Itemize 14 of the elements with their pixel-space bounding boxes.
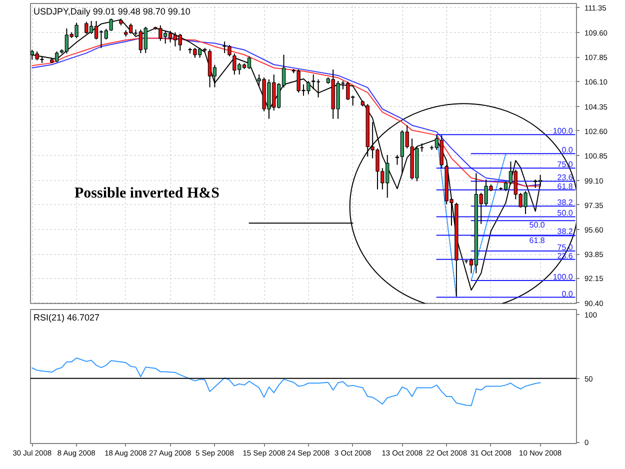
series-label: 61.8 [529,236,546,245]
series-label: 0.0 [562,289,574,298]
series-label: 61.8 [557,182,574,191]
chart-title: RSI(21) 46.7027 [34,312,100,322]
series-label: 23.6 [557,173,574,182]
series-label: 100.0 [552,126,574,136]
series-label: 50.0 [529,220,546,230]
series-label: 0.0 [562,146,574,155]
chart-title: USDJPY,Daily 99.01 99.48 98.70 99.10 [34,6,190,16]
series-label: 50.0 [557,208,574,218]
annotation: Possible inverted H&S [74,186,220,202]
series-label: 100.0 [552,272,574,282]
series-label: 38.2 [557,227,574,236]
series-label: 38.2 [557,198,574,208]
